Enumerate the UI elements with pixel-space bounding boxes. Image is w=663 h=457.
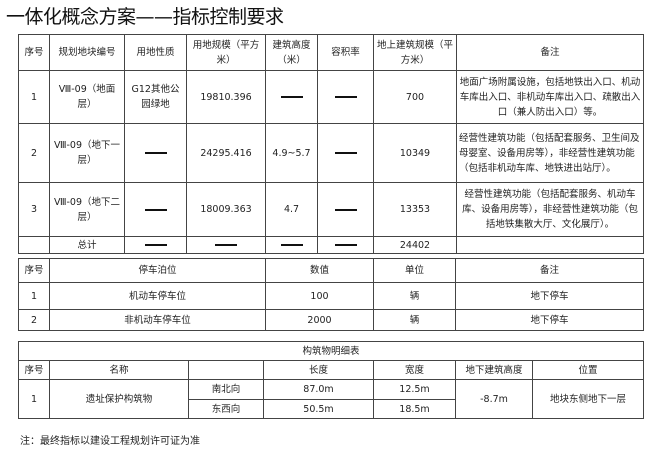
table-row: 1 机动车停车位 100 辆 地下停车 bbox=[18, 282, 644, 310]
table-caption: 构筑物明细表 bbox=[18, 341, 644, 361]
cell-no: 2 bbox=[18, 309, 50, 331]
cell-direction: 东西向 bbox=[188, 399, 264, 419]
dash-mark bbox=[144, 152, 167, 154]
cell-type: 非机动车停车位 bbox=[49, 309, 266, 331]
cell-name: 遗址保护构筑物 bbox=[49, 379, 189, 419]
table-row: 1 遗址保护构筑物 南北向 87.0m 12.5m -8.7m 地块东侧地下一层 bbox=[18, 379, 644, 419]
indicator-table: 序号 规划地块编号 用地性质 用地规模（平方米） 建筑高度（米） 容积率 地上建… bbox=[18, 34, 644, 254]
cell-note: 地下停车 bbox=[455, 309, 644, 331]
table-header-row: 序号 规划地块编号 用地性质 用地规模（平方米） 建筑高度（米） 容积率 地上建… bbox=[18, 34, 644, 71]
cell-location: 地块东侧地下一层 bbox=[532, 379, 644, 419]
header-cell: 序号 bbox=[18, 34, 50, 71]
cell-height: 4.7 bbox=[265, 182, 318, 237]
page-title: 一体化概念方案——指标控制要求 bbox=[6, 6, 284, 28]
cell-note: 地下停车 bbox=[455, 282, 644, 310]
dash-cell bbox=[124, 236, 187, 254]
caption-row: 构筑物明细表 bbox=[18, 341, 644, 361]
cell-type: 机动车停车位 bbox=[49, 282, 266, 310]
header-cell: 停车泊位 bbox=[49, 258, 266, 283]
cell-gfa: 13353 bbox=[373, 182, 457, 237]
cell-value: 100 bbox=[265, 282, 374, 310]
header-cell: 备注 bbox=[455, 258, 644, 283]
cell-use bbox=[124, 182, 187, 237]
cell-empty bbox=[18, 236, 50, 254]
table-header-row: 序号 名称 长度 宽度 地下建筑高度 位置 bbox=[18, 360, 644, 380]
cell-plot: Ⅷ-09（地面层） bbox=[49, 70, 125, 124]
cell-height: 4.9~5.7 bbox=[265, 123, 318, 183]
dash-cell bbox=[317, 236, 374, 254]
header-cell: 名称 bbox=[49, 360, 189, 380]
cell-far bbox=[317, 123, 374, 183]
cell-empty bbox=[456, 236, 644, 254]
cell-no: 1 bbox=[18, 282, 50, 310]
header-cell: 用地性质 bbox=[124, 34, 187, 71]
cell-no: 3 bbox=[18, 182, 50, 237]
cell-direction: 南北向 bbox=[188, 379, 264, 400]
dash-mark bbox=[280, 96, 303, 98]
cell-height: -8.7m bbox=[455, 379, 533, 419]
table-row: 1 Ⅷ-09（地面层） G12其他公园绿地 19810.396 700 地面广场… bbox=[18, 70, 644, 124]
dash-cell bbox=[265, 236, 318, 254]
cell-area: 19810.396 bbox=[186, 70, 266, 124]
header-cell bbox=[188, 360, 264, 380]
cell-area: 18009.363 bbox=[186, 182, 266, 237]
header-cell: 规划地块编号 bbox=[49, 34, 125, 71]
dash-mark bbox=[144, 208, 167, 211]
cell-gfa: 700 bbox=[373, 70, 457, 124]
table-row: 3 Ⅷ-09（地下二层） 18009.363 4.7 13353 经营性建筑功能… bbox=[18, 182, 644, 237]
header-cell: 数值 bbox=[265, 258, 374, 283]
header-cell: 地下建筑高度 bbox=[455, 360, 533, 380]
cell-far bbox=[317, 182, 374, 237]
cell-width: 18.5m bbox=[373, 399, 456, 419]
header-cell: 用地规模（平方米） bbox=[186, 34, 266, 71]
cell-height bbox=[265, 70, 318, 124]
header-cell: 地上建筑规模（平方米） bbox=[373, 34, 457, 71]
cell-use bbox=[124, 123, 187, 183]
parking-table: 序号 停车泊位 数值 单位 备注 1 机动车停车位 100 辆 地下停车 2 非… bbox=[18, 258, 644, 331]
table-header-row: 序号 停车泊位 数值 单位 备注 bbox=[18, 258, 644, 283]
header-cell: 容积率 bbox=[317, 34, 374, 71]
header-cell: 单位 bbox=[373, 258, 456, 283]
cell-no: 1 bbox=[18, 70, 50, 124]
header-cell: 序号 bbox=[18, 258, 50, 283]
total-row: 总计 24402 bbox=[18, 236, 644, 254]
cell-plot: Ⅷ-09（地下一层） bbox=[49, 123, 125, 183]
cell-length: 50.5m bbox=[263, 399, 374, 419]
cell-value: 2000 bbox=[265, 309, 374, 331]
dash-cell bbox=[186, 236, 266, 254]
header-cell: 长度 bbox=[263, 360, 374, 380]
table-row: 东西向 50.5m 18.5m bbox=[19, 399, 644, 419]
total-gfa: 24402 bbox=[373, 236, 457, 254]
structure-table: 构筑物明细表 序号 名称 长度 宽度 地下建筑高度 位置 1 遗址保护构筑物 南… bbox=[18, 341, 644, 419]
cell-length: 87.0m bbox=[263, 379, 374, 400]
dash-mark bbox=[334, 96, 357, 98]
cell-unit: 辆 bbox=[373, 309, 456, 331]
table-row: 2 非机动车停车位 2000 辆 地下停车 bbox=[18, 309, 644, 331]
cell-far bbox=[317, 70, 374, 124]
cell-note: 经营性建筑功能（包括配套服务、卫生间及母婴室、设备用房等），非经营性建筑功能（包… bbox=[456, 123, 644, 183]
cell-no: 1 bbox=[18, 379, 50, 419]
footnote: 注：最终指标以建设工程规划许可证为准 bbox=[20, 436, 200, 447]
header-cell: 备注 bbox=[456, 34, 644, 71]
table-row: 2 Ⅷ-09（地下一层） 24295.416 4.9~5.7 10349 经营性… bbox=[18, 123, 644, 183]
dash-mark bbox=[334, 152, 357, 154]
cell-no: 2 bbox=[18, 123, 50, 183]
total-label: 总计 bbox=[49, 236, 125, 254]
header-cell: 建筑高度（米） bbox=[265, 34, 318, 71]
cell-width: 12.5m bbox=[373, 379, 456, 400]
cell-note: 地面广场附属设施，包括地铁出入口、机动车库出入口、非机动车库出入口、疏散出入口（… bbox=[456, 70, 644, 124]
cell-plot: Ⅷ-09（地下二层） bbox=[49, 182, 125, 237]
cell-area: 24295.416 bbox=[186, 123, 266, 183]
cell-unit: 辆 bbox=[373, 282, 456, 310]
header-cell: 序号 bbox=[18, 360, 50, 380]
cell-note: 经营性建筑功能（包括配套服务、机动车库、设备用房等），非经营性建筑功能（包括地铁… bbox=[456, 182, 644, 237]
header-cell: 宽度 bbox=[373, 360, 456, 380]
cell-gfa: 10349 bbox=[373, 123, 457, 183]
dash-mark bbox=[334, 208, 357, 211]
cell-use: G12其他公园绿地 bbox=[124, 70, 187, 124]
header-cell: 位置 bbox=[532, 360, 644, 380]
